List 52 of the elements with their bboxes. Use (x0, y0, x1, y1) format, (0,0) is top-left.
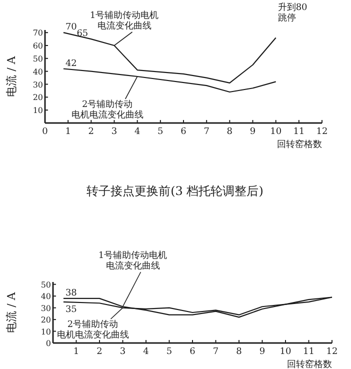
y-axis-title: 电流 / A (5, 291, 18, 333)
y-tick-label: 30 (32, 80, 43, 90)
y-tick-label: 50 (32, 54, 43, 64)
x-axis-title: 回转窑格数 (277, 139, 322, 150)
data-label: 65 (76, 29, 88, 40)
data-label: 35 (65, 304, 78, 315)
y-tick-label: 0 (46, 339, 51, 348)
x-tick-label: 2 (88, 127, 94, 137)
legend-label: 2号辅助传动电机电流变化曲线 (56, 319, 129, 340)
x-tick-label: 12 (326, 347, 338, 357)
x-tick-label: 8 (226, 127, 233, 137)
x-tick-label: 12 (316, 127, 328, 137)
x-tick-label: 11 (293, 127, 305, 137)
y-tick-label: 50 (40, 280, 51, 290)
x-tick-label: 5 (166, 347, 172, 357)
x-tick-label: 9 (259, 347, 266, 357)
x-tick-label: 4 (143, 347, 150, 357)
annotation: 升到80 跳停 (278, 2, 308, 24)
x-tick-label: 7 (204, 127, 210, 137)
x-tick-label: 3 (111, 127, 118, 137)
data-label: 70 (65, 22, 78, 33)
x-tick-label: 1 (73, 347, 80, 357)
y-tick-label: 70 (32, 28, 43, 38)
y-tick-label: 20 (40, 316, 51, 325)
x-tick-label: 11 (303, 347, 314, 357)
y-tick-label: 30 (40, 304, 51, 313)
x-tick-label: 8 (236, 347, 242, 357)
x-tick-label: 2 (96, 347, 102, 357)
x-tick-label: 6 (180, 127, 187, 137)
data-label: 38 (65, 288, 78, 298)
x-tick-label: 10 (280, 347, 292, 357)
y-axis-title: 电流 / A (5, 55, 18, 97)
y-tick-label: 10 (32, 106, 43, 116)
x-tick-label: 6 (190, 347, 196, 357)
x-tick-label: 3 (120, 347, 126, 357)
x-axis-title: 回转窑格数 (287, 359, 332, 369)
data-label: 42 (65, 58, 77, 69)
series-label: 1号辅助传动电机电流变化曲线 (90, 10, 159, 32)
x-tick-label: 4 (134, 127, 140, 137)
x-tick-label: 7 (212, 347, 219, 357)
y-tick-label: 40 (32, 67, 43, 76)
x-tick-label: 9 (250, 127, 256, 137)
x-tick-label: 1 (65, 127, 71, 137)
x-tick-label: 5 (158, 127, 164, 137)
y-tick-label: 60 (32, 42, 43, 50)
text: 1号辅助传动电机电流变化曲线 (98, 250, 168, 272)
text: 转子接点更换前(3 档托轮调整后) (86, 184, 264, 198)
y-tick-label: 10 (40, 327, 51, 336)
x-tick-label: 10 (270, 127, 282, 137)
y-tick-label: 20 (32, 93, 43, 102)
y-tick-label: 40 (40, 292, 51, 302)
text: 2号辅助传动电机电流变化曲线 (71, 99, 144, 120)
